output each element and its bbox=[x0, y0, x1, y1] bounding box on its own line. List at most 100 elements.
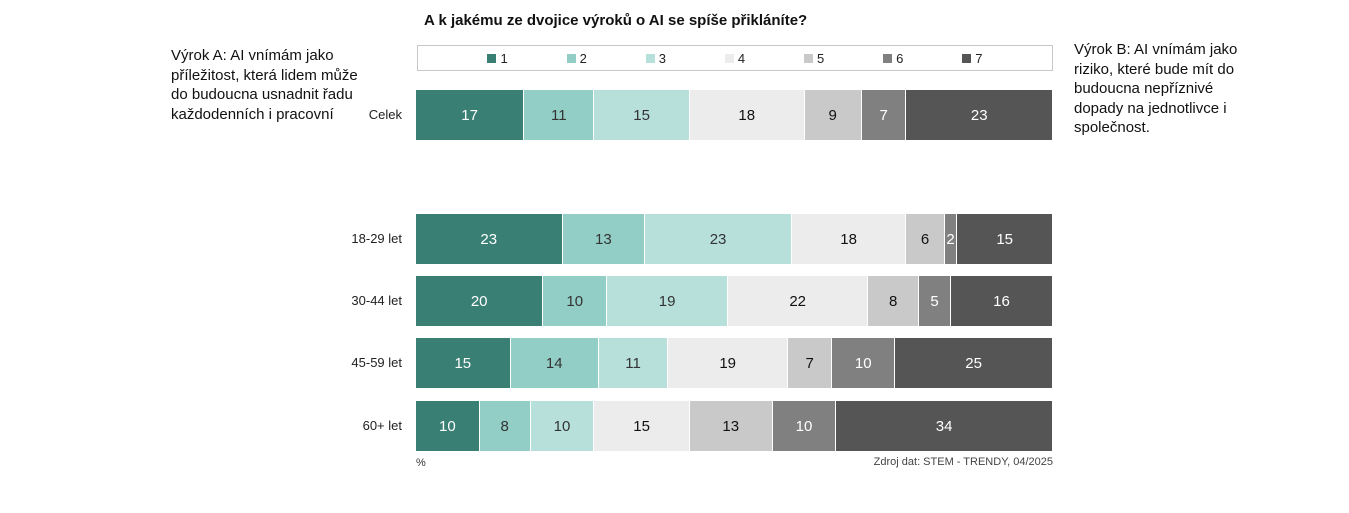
bar-segment: 10 bbox=[772, 401, 837, 451]
data-label: 10 bbox=[553, 417, 571, 435]
bar-segment: 11 bbox=[598, 338, 669, 388]
source-note: Zdroj dat: STEM - TRENDY, 04/2025 bbox=[873, 456, 1053, 468]
bar-segment: 7 bbox=[788, 338, 833, 388]
legend-label: 2 bbox=[579, 50, 587, 66]
legend-label: 4 bbox=[737, 50, 746, 66]
legend-swatch bbox=[645, 53, 655, 63]
bar-segment: 10 bbox=[832, 338, 896, 388]
data-label: 22 bbox=[789, 292, 806, 310]
category-label: Celek bbox=[368, 107, 402, 122]
bar-segment: 23 bbox=[906, 90, 1053, 140]
bar-segment: 18 bbox=[791, 214, 907, 264]
legend-swatch bbox=[487, 53, 497, 63]
data-label: 5 bbox=[930, 292, 939, 310]
data-label: 10 bbox=[439, 417, 456, 435]
bar-segment: 19 bbox=[668, 338, 789, 388]
category-label: 60+ let bbox=[362, 418, 402, 433]
legend-item: 5 bbox=[804, 51, 824, 66]
bar-segment: 13 bbox=[689, 401, 773, 451]
bar-row: 23 13 23 18 6 2 15 bbox=[416, 214, 1053, 264]
legend: 1 2 3 4 5 6 7 bbox=[417, 45, 1053, 71]
data-label: 2 bbox=[946, 230, 955, 248]
data-label: 34 bbox=[935, 417, 953, 435]
data-label: 16 bbox=[993, 292, 1010, 310]
data-label: 11 bbox=[551, 106, 567, 124]
bar-segment: 34 bbox=[836, 401, 1053, 451]
data-label: 19 bbox=[658, 292, 676, 310]
bar-segment: 16 bbox=[951, 276, 1053, 326]
bar-segment: 18 bbox=[689, 90, 805, 140]
bar-segment: 19 bbox=[607, 276, 729, 326]
data-label: 15 bbox=[454, 354, 472, 372]
bar-segment: 5 bbox=[919, 276, 952, 326]
legend-label: 1 bbox=[500, 50, 508, 66]
bar-row: 20 10 19 22 8 5 16 bbox=[416, 276, 1053, 326]
data-label: 11 bbox=[625, 354, 641, 372]
bar-segment: 11 bbox=[524, 90, 595, 140]
legend-label: 3 bbox=[658, 50, 666, 66]
category-label: 30-44 let bbox=[351, 293, 402, 308]
legend-item: 3 bbox=[645, 50, 666, 66]
bar-segment: 23 bbox=[645, 214, 792, 264]
legend-item: 4 bbox=[724, 50, 746, 66]
bar-segment: 8 bbox=[479, 401, 531, 451]
data-label: 15 bbox=[996, 230, 1014, 248]
legend-label: 5 bbox=[817, 50, 825, 66]
data-label: 7 bbox=[805, 354, 814, 372]
data-label: 14 bbox=[545, 354, 563, 372]
legend-swatch bbox=[804, 53, 814, 63]
category-label: 45-59 let bbox=[351, 355, 402, 370]
bar-segment: 15 bbox=[957, 214, 1053, 264]
data-label: 23 bbox=[480, 230, 498, 248]
data-label: 13 bbox=[595, 230, 612, 248]
unit-label: % bbox=[416, 457, 426, 469]
bar-segment: 20 bbox=[416, 276, 544, 326]
bar-segment: 6 bbox=[906, 214, 945, 264]
data-label: 15 bbox=[633, 106, 650, 124]
bar-row: 17 11 15 18 9 7 23 bbox=[416, 90, 1053, 140]
statement-b: Výrok B: AI vnímám jako riziko, které bu… bbox=[1074, 41, 1238, 136]
bar-segment: 22 bbox=[728, 276, 869, 326]
bar-segment: 15 bbox=[594, 401, 690, 451]
data-label: 8 bbox=[500, 417, 509, 435]
bar-segment: 9 bbox=[804, 90, 862, 140]
data-label: 23 bbox=[970, 106, 988, 124]
bar-row: 15 14 11 19 7 10 25 bbox=[416, 338, 1053, 388]
chart-title: A k jakému ze dvojice výroků o AI se spí… bbox=[424, 12, 808, 29]
data-label: 18 bbox=[738, 106, 756, 124]
data-label: 10 bbox=[854, 354, 872, 372]
legend-label: 6 bbox=[896, 50, 904, 66]
data-label: 6 bbox=[920, 230, 930, 248]
legend-swatch bbox=[724, 53, 734, 63]
data-label: 20 bbox=[470, 292, 488, 310]
category-label: 18-29 let bbox=[351, 231, 402, 246]
bar-segment: 10 bbox=[416, 401, 480, 451]
bar-segment: 7 bbox=[861, 90, 907, 140]
legend-item: 7 bbox=[962, 50, 983, 66]
legend-item: 2 bbox=[566, 50, 587, 66]
bar-segment: 13 bbox=[562, 214, 646, 264]
data-label: 13 bbox=[722, 417, 740, 435]
bar-segment: 17 bbox=[416, 90, 525, 140]
legend-item: 6 bbox=[883, 51, 903, 66]
data-label: 23 bbox=[709, 230, 727, 248]
bar-segment: 15 bbox=[594, 90, 690, 140]
legend-swatch bbox=[566, 53, 576, 63]
bar-segment: 2 bbox=[944, 214, 958, 264]
legend-item: 1 bbox=[487, 50, 508, 66]
data-label: 10 bbox=[566, 292, 584, 310]
data-label: 10 bbox=[795, 417, 813, 435]
legend-swatch bbox=[883, 53, 893, 63]
statement-a: Výrok A: AI vnímám jako příležitost, kte… bbox=[171, 47, 358, 123]
data-label: 17 bbox=[461, 106, 478, 124]
legend-label: 7 bbox=[975, 50, 983, 66]
bar-segment: 23 bbox=[416, 214, 563, 264]
bar-segment: 10 bbox=[530, 401, 595, 451]
bar-segment: 15 bbox=[416, 338, 511, 388]
bar-segment: 8 bbox=[868, 276, 920, 326]
data-label: 18 bbox=[840, 230, 857, 248]
data-label: 8 bbox=[889, 292, 898, 310]
data-label: 25 bbox=[965, 354, 982, 372]
legend-swatch bbox=[962, 53, 972, 63]
bar-row: 10 8 10 15 13 10 34 bbox=[416, 401, 1053, 451]
